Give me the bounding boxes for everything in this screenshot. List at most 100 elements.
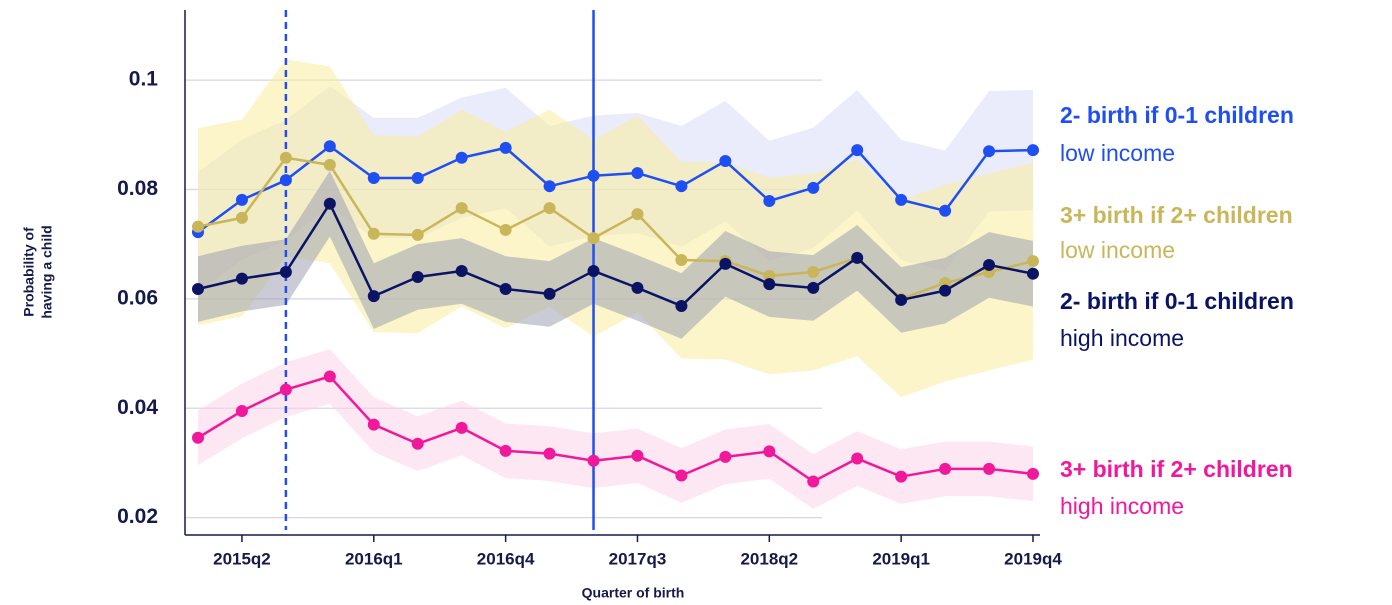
data-point: [631, 167, 644, 180]
legend-group: high income: [1060, 493, 1184, 519]
data-point: [719, 155, 732, 168]
data-point: [323, 158, 336, 171]
data-point: [895, 293, 908, 306]
data-point: [279, 266, 292, 279]
confidence-band: [198, 349, 1033, 509]
legend-group: low income: [1060, 237, 1175, 263]
y-tick-label: 0.06: [117, 286, 158, 309]
data-point: [763, 194, 776, 207]
legend-group: low income: [1060, 140, 1175, 166]
data-point: [411, 171, 424, 184]
data-point: [499, 444, 512, 457]
y-axis-label: Probability of: [21, 227, 37, 317]
data-point: [323, 370, 336, 383]
data-point: [807, 181, 820, 194]
data-point: [939, 284, 952, 297]
x-axis-label: Quarter of birth: [582, 585, 685, 601]
data-point: [279, 151, 292, 164]
data-point: [279, 174, 292, 187]
data-point: [499, 141, 512, 154]
y-tick-label: 0.1: [129, 68, 159, 91]
data-point: [983, 258, 996, 271]
data-point: [587, 454, 600, 467]
x-tick-label: 2019q4: [1004, 549, 1062, 568]
y-axis-label: having a child: [39, 225, 55, 318]
data-point: [763, 445, 776, 458]
data-point: [499, 283, 512, 295]
data-point: [675, 469, 688, 482]
data-point: [719, 450, 732, 463]
legend-label: 3+ birth if 2+ children: [1060, 202, 1293, 228]
y-tick-label: 0.04: [117, 396, 158, 419]
data-point: [675, 299, 688, 312]
data-point: [235, 404, 248, 417]
data-point: [455, 202, 468, 215]
data-point: [192, 431, 204, 444]
data-point: [367, 418, 380, 431]
data-point: [1027, 144, 1039, 157]
data-point: [587, 232, 600, 245]
legend-label: 3+ birth if 2+ children: [1060, 456, 1293, 482]
series-line: [197, 202, 1034, 308]
data-point: [851, 452, 864, 465]
data-point: [851, 144, 864, 157]
data-point: [719, 257, 732, 270]
data-point: [235, 193, 248, 206]
data-point: [235, 272, 248, 285]
y-tick-label: 0.02: [117, 505, 158, 528]
data-point: [1027, 267, 1039, 280]
data-point: [543, 447, 556, 460]
x-tick-label: 2016q4: [477, 549, 535, 568]
data-point: [631, 449, 644, 462]
data-point: [192, 283, 204, 295]
legend-label: 2- birth if 0-1 children: [1060, 288, 1294, 314]
data-point: [939, 204, 952, 217]
data-point: [367, 227, 380, 240]
data-point: [807, 475, 820, 488]
data-point: [323, 197, 336, 210]
data-point: [1027, 255, 1039, 268]
data-point: [543, 202, 556, 215]
data-point: [279, 383, 292, 396]
data-point: [631, 281, 644, 294]
series-line: [197, 145, 1034, 234]
data-point: [807, 266, 820, 279]
series-line: [197, 375, 1034, 483]
data-point: [763, 269, 776, 282]
data-point: [675, 254, 688, 267]
y-tick-label: 0.08: [117, 177, 158, 200]
data-point: [543, 287, 556, 300]
data-point: [499, 223, 512, 236]
confidence-band: [198, 170, 1033, 339]
data-point: [455, 421, 468, 434]
data-point: [411, 270, 424, 283]
data-point: [367, 290, 380, 303]
data-point: [631, 208, 644, 221]
data-point: [675, 180, 688, 193]
x-tick-label: 2016q1: [345, 549, 403, 568]
x-tick-label: 2017q3: [609, 549, 667, 568]
data-point: [939, 462, 952, 475]
x-tick-label: 2019q1: [872, 549, 930, 568]
data-point: [983, 145, 996, 158]
data-point: [895, 193, 908, 206]
data-point: [807, 281, 820, 294]
legend-group: high income: [1060, 325, 1184, 351]
data-point: [323, 140, 336, 153]
x-tick-label: 2018q2: [740, 549, 798, 568]
data-point: [895, 470, 908, 483]
data-point: [587, 169, 600, 182]
data-point: [192, 220, 204, 233]
data-point: [411, 228, 424, 241]
x-tick-label: 2015q2: [213, 549, 271, 568]
data-point: [411, 437, 424, 450]
data-point: [455, 264, 468, 277]
data-point: [983, 462, 996, 475]
data-point: [543, 180, 556, 193]
data-point: [367, 171, 380, 184]
data-point: [763, 278, 776, 291]
data-point: [851, 251, 864, 264]
data-point: [455, 151, 468, 164]
legend-label: 2- birth if 0-1 children: [1060, 102, 1294, 128]
